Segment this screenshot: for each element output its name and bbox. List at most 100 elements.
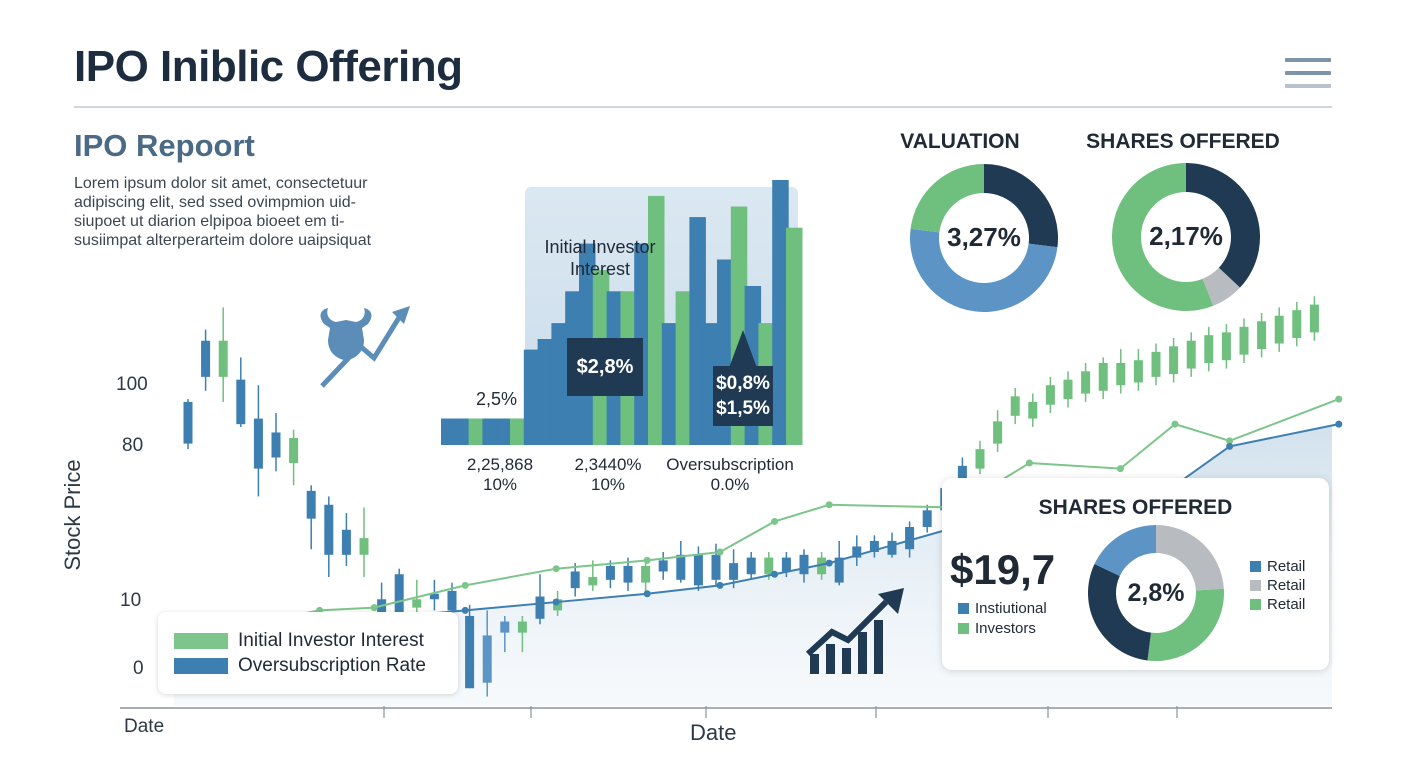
- page-title: IPO Iniblic Offering: [74, 42, 463, 91]
- candle: [201, 340, 211, 377]
- report-body: Lorem ipsum dolor sit amet, consectetuur…: [74, 174, 404, 250]
- valuation-donut: [910, 164, 1058, 312]
- series-point: [1171, 420, 1179, 428]
- donut-slice: [1112, 163, 1214, 311]
- candle: [922, 510, 932, 527]
- bar-annotation-badge: $2,8%: [567, 338, 643, 396]
- candle: [1169, 346, 1179, 375]
- candle: [517, 621, 527, 633]
- series-point: [1226, 442, 1234, 450]
- candle: [447, 590, 457, 611]
- series-point: [825, 559, 833, 567]
- bar: [772, 180, 789, 445]
- candle: [218, 340, 228, 377]
- legend-swatch: [958, 603, 969, 614]
- legend-item: Oversubscription Rate: [174, 655, 426, 677]
- candle: [1098, 362, 1108, 391]
- report-line: Lorem ipsum dolor sit amet, consectetuur: [74, 175, 368, 192]
- candle: [711, 554, 721, 580]
- candle: [1221, 332, 1231, 361]
- candle: [341, 529, 351, 555]
- series-point: [1025, 459, 1033, 467]
- legend-swatch: [958, 623, 969, 634]
- candle: [764, 557, 774, 575]
- legend-label: Retail: [1267, 558, 1306, 575]
- candle: [1063, 379, 1073, 400]
- series-point: [716, 548, 724, 556]
- x-axis-title: Date: [690, 720, 737, 745]
- donut-slice: [1202, 267, 1240, 306]
- candle: [306, 490, 316, 519]
- bar: [551, 323, 568, 445]
- candle: [482, 635, 492, 683]
- candle: [412, 599, 422, 608]
- bar: [441, 418, 458, 445]
- donut-slice: [1147, 588, 1224, 661]
- bar: [689, 217, 706, 445]
- donut-slice: [984, 164, 1058, 248]
- bar: [468, 418, 486, 445]
- candle: [729, 563, 739, 580]
- report-heading: IPO Repoort: [74, 128, 255, 163]
- series-point: [552, 598, 560, 606]
- candle: [394, 574, 404, 639]
- x-axis-title: Date: [124, 716, 165, 737]
- hamburger-menu-icon[interactable]: [1285, 58, 1331, 88]
- series-point: [771, 517, 779, 525]
- candle: [799, 554, 809, 575]
- candle: [271, 432, 281, 458]
- bar: [496, 418, 513, 445]
- shares-offered-title: SHARES OFFERED: [1086, 130, 1280, 153]
- candle: [869, 540, 879, 553]
- candle: [588, 577, 598, 586]
- candle: [1239, 326, 1249, 355]
- card-legend-item: Instiutional: [958, 600, 1047, 617]
- bar-annotation-badge: $0,8% $1,5%: [713, 366, 773, 426]
- bar: [648, 195, 665, 445]
- candle: [641, 565, 651, 583]
- candle: [1116, 362, 1126, 386]
- candle: [429, 593, 439, 600]
- series-point: [1226, 437, 1234, 445]
- candle: [993, 421, 1003, 444]
- stat-sub: 10%: [590, 475, 626, 494]
- candle: [676, 554, 686, 580]
- candle: [289, 438, 299, 464]
- big-value: $19,7: [950, 546, 1056, 593]
- legend-label: Retail: [1267, 596, 1306, 613]
- y-axis-title: Stock Price: [60, 459, 85, 571]
- y-tick-label: 10: [120, 590, 142, 611]
- shares-offered-donut: [1112, 163, 1260, 311]
- candle: [887, 540, 897, 555]
- bar: [661, 323, 679, 445]
- y-tick-label: 80: [122, 435, 144, 456]
- bar: [454, 418, 472, 445]
- legend-label: Instiutional: [975, 600, 1047, 617]
- legend-label: Initial Investor Interest: [238, 630, 424, 651]
- bar: [510, 418, 527, 445]
- bull-icon: [320, 306, 410, 388]
- candle: [658, 560, 668, 572]
- bar: [523, 349, 541, 445]
- candle: [605, 565, 615, 580]
- stat-block: 2,25,868 10%: [445, 455, 555, 495]
- bar: [675, 291, 693, 445]
- legend-label: Investors: [975, 620, 1036, 637]
- candle: [975, 449, 985, 469]
- legend-swatch: [174, 633, 228, 649]
- series-point: [643, 556, 651, 564]
- candle: [1010, 396, 1020, 416]
- legend-swatch: [174, 658, 228, 674]
- series-point: [461, 581, 469, 589]
- series-point: [1335, 420, 1343, 428]
- candle: [623, 565, 633, 583]
- candle: [1151, 351, 1161, 377]
- candle: [817, 557, 827, 575]
- y-tick-label: 100: [116, 374, 148, 395]
- legend-swatch: [1250, 580, 1261, 591]
- candle: [1257, 321, 1267, 350]
- series-point: [825, 501, 833, 509]
- candle: [1028, 401, 1038, 419]
- report-line: siupoet ut diarion elpipoa bioeet em ti-: [74, 213, 345, 230]
- donut-slice: [910, 228, 1058, 312]
